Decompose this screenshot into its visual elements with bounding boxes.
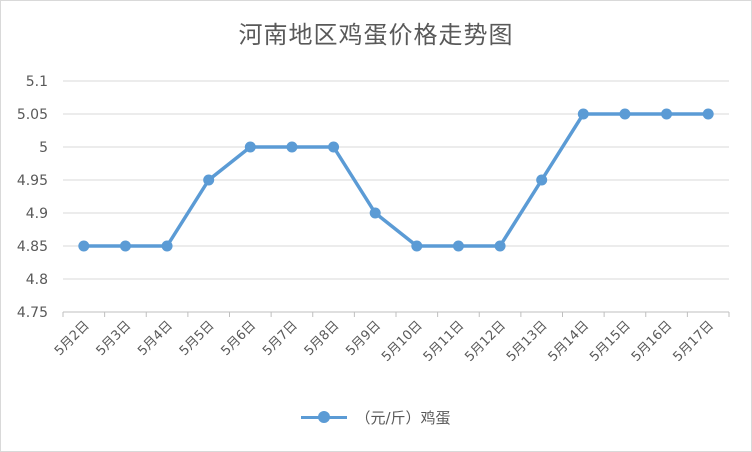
y-tick-label: 5.1 xyxy=(26,74,48,90)
data-point xyxy=(161,240,173,252)
y-tick-label: 5.05 xyxy=(17,107,48,123)
legend-label: （元/斤）鸡蛋 xyxy=(355,409,451,427)
data-point xyxy=(619,108,631,120)
data-point xyxy=(78,240,90,252)
x-tick-label: 5月7日 xyxy=(260,318,301,359)
data-point xyxy=(452,240,464,252)
y-tick-label: 4.95 xyxy=(17,173,48,189)
x-tick-label: 5月11日 xyxy=(421,318,468,365)
x-tick-label: 5月17日 xyxy=(670,318,717,365)
data-point xyxy=(328,141,340,153)
chart-title: 河南地区鸡蛋价格走势图 xyxy=(238,21,514,49)
x-tick-label: 5月4日 xyxy=(135,318,176,359)
series-line xyxy=(82,112,710,248)
data-point xyxy=(494,240,506,252)
x-tick-label: 5月10日 xyxy=(379,318,426,365)
y-tick-label: 4.8 xyxy=(26,272,48,288)
data-point xyxy=(661,108,673,120)
y-tick-label: 4.9 xyxy=(26,206,48,222)
data-point xyxy=(203,174,215,186)
y-tick-label: 4.85 xyxy=(17,239,48,255)
y-tick-label: 5 xyxy=(39,140,48,156)
data-point xyxy=(244,141,256,153)
x-tick-label: 5月15日 xyxy=(587,318,634,365)
data-point xyxy=(577,108,589,120)
x-tick-label: 5月13日 xyxy=(504,318,551,365)
y-tick-label: 4.75 xyxy=(17,305,48,321)
data-point xyxy=(119,240,131,252)
x-tick-label: 5月5日 xyxy=(177,318,218,359)
x-tick-label: 5月12日 xyxy=(462,318,509,365)
x-tick-label: 5月6日 xyxy=(218,318,259,359)
x-tick-label: 5月2日 xyxy=(52,318,93,359)
data-point xyxy=(369,207,381,219)
data-point xyxy=(702,108,714,120)
data-point xyxy=(286,141,298,153)
data-point xyxy=(411,240,423,252)
legend: （元/斤）鸡蛋 xyxy=(1,407,751,428)
x-tick-label: 5月16日 xyxy=(629,318,676,365)
legend-line-marker xyxy=(301,411,348,423)
x-tick-label: 5月14日 xyxy=(546,318,593,365)
x-tick-label: 5月3日 xyxy=(94,318,135,359)
x-tick-label: 5月8日 xyxy=(302,318,343,359)
x-tick-label: 5月9日 xyxy=(343,318,384,359)
data-point xyxy=(536,174,548,186)
